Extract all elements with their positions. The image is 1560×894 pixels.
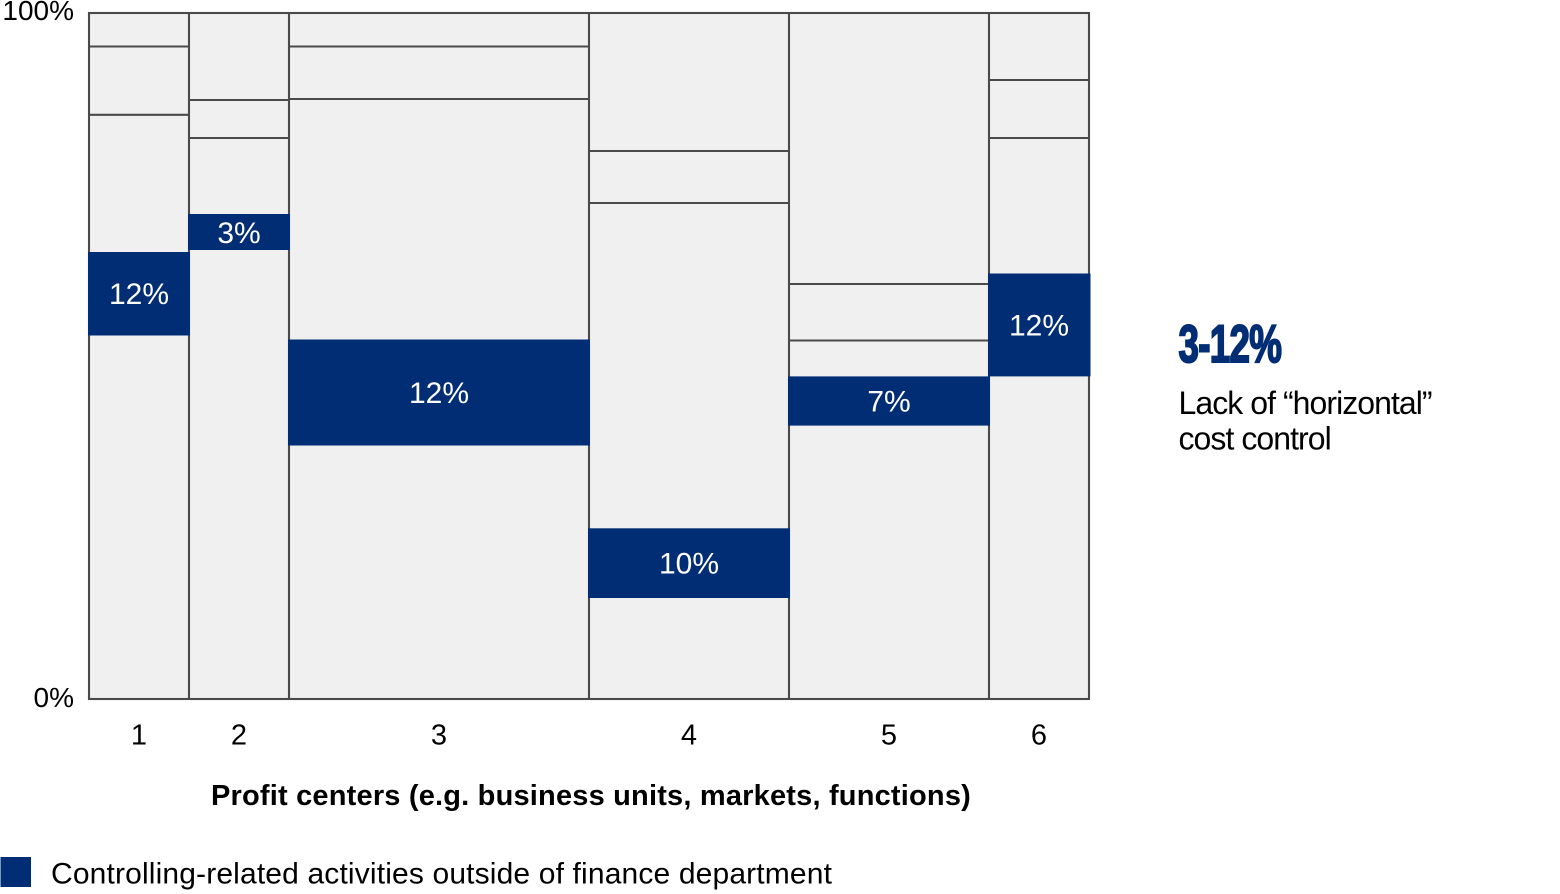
svg-text:Lack of “horizontal”: Lack of “horizontal” xyxy=(1179,385,1432,421)
svg-text:6: 6 xyxy=(1031,720,1047,752)
svg-text:cost control: cost control xyxy=(1179,421,1331,457)
svg-text:3: 3 xyxy=(431,720,447,752)
svg-text:100%: 100% xyxy=(2,0,74,26)
svg-text:5: 5 xyxy=(881,720,897,752)
svg-text:3%: 3% xyxy=(217,217,260,250)
svg-text:10%: 10% xyxy=(659,548,719,581)
svg-text:0%: 0% xyxy=(34,682,74,713)
svg-text:Profit centers (e.g. business: Profit centers (e.g. business units, mar… xyxy=(211,780,971,812)
svg-text:Controlling-related activities: Controlling-related activities outside o… xyxy=(51,858,833,891)
svg-text:12%: 12% xyxy=(409,377,469,410)
svg-text:4: 4 xyxy=(681,720,697,752)
svg-text:7%: 7% xyxy=(867,386,910,419)
svg-text:3-12%: 3-12% xyxy=(1179,314,1282,373)
svg-text:12%: 12% xyxy=(1009,310,1069,343)
svg-text:2: 2 xyxy=(231,720,247,752)
svg-text:1: 1 xyxy=(131,720,147,752)
svg-text:12%: 12% xyxy=(109,278,169,311)
